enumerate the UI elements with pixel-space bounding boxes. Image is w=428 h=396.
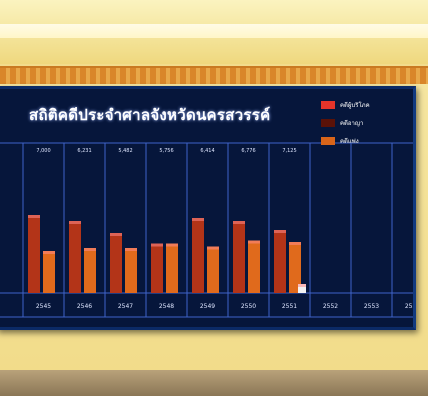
decorative-wall-trim <box>0 66 428 86</box>
bar-highlight-2546-series-0 <box>69 221 81 224</box>
bar-2550-series-1 <box>248 240 260 293</box>
bar-2551-series-2 <box>298 284 306 293</box>
legend-label-criminal: คดีอาญา <box>340 120 364 127</box>
bar-highlight-2548-series-1 <box>166 243 178 247</box>
top-label-2547: 5,482 <box>118 148 132 154</box>
year-label-2548: 2548 <box>159 303 174 310</box>
bar-highlight-2549-series-1 <box>207 246 219 250</box>
year-label-2550: 2550 <box>241 303 256 310</box>
bar-highlight-2546-series-1 <box>84 248 96 251</box>
bar-highlight-2549-series-0 <box>192 218 204 221</box>
bar-highlight-2550-series-0 <box>233 221 245 224</box>
bar-2546-series-0 <box>69 221 81 293</box>
year-label-2553: 2553 <box>364 303 379 310</box>
bar-highlight-2551-series-0 <box>274 230 286 233</box>
bar-2546-series-1 <box>84 248 96 293</box>
year-label-2554: 2554 <box>405 303 413 310</box>
legend-label-civil: คดีแพ่ง <box>340 138 359 145</box>
bar-2551-series-1 <box>289 242 301 293</box>
top-label-2545: 7,000 <box>36 148 50 154</box>
legend-swatch-civil <box>321 137 335 145</box>
bar-highlight-2547-series-1 <box>125 248 137 251</box>
statistics-board: 2545 7,000 2546 6,231 2547 5,482 2548 5,756 2549… <box>0 86 416 330</box>
legend-item-criminal: คดีอาญา <box>321 115 370 131</box>
year-label-2551: 2551 <box>282 303 297 310</box>
bar-2548-series-1 <box>166 243 178 293</box>
bar-2550-series-0 <box>233 221 245 293</box>
bar-highlight-2551-series-2 <box>298 284 306 287</box>
bar-highlight-2547-series-0 <box>110 233 122 236</box>
bar-2547-series-0 <box>110 233 122 293</box>
bar-2547-series-1 <box>125 248 137 293</box>
bar-2549-series-0 <box>192 218 204 293</box>
bar-highlight-2545-series-1 <box>43 251 55 254</box>
top-label-2549: 6,414 <box>200 148 214 154</box>
legend-item-civil: คดีแพ่ง <box>321 133 370 149</box>
floor <box>0 370 428 396</box>
year-label-2549: 2549 <box>200 303 215 310</box>
bar-2549-series-1 <box>207 246 219 293</box>
top-label-2550: 6,776 <box>241 148 255 154</box>
bar-2548-series-0 <box>151 243 163 293</box>
bar-2545-series-0 <box>28 215 40 293</box>
legend-label-consumer: คดีผู้บริโภค <box>340 102 370 109</box>
bar-highlight-2551-series-1 <box>289 242 301 245</box>
year-label-2547: 2547 <box>118 303 133 310</box>
ceiling-light-strip <box>0 24 428 38</box>
year-label-2552: 2552 <box>323 303 338 310</box>
bar-2551-series-0 <box>274 230 286 293</box>
legend-swatch-consumer <box>321 101 335 109</box>
bar-highlight-2545-series-0 <box>28 215 40 218</box>
legend-swatch-criminal <box>321 119 335 127</box>
year-label-2545: 2545 <box>36 303 51 310</box>
top-label-2551: 7,125 <box>282 148 296 154</box>
top-label-2548: 5,756 <box>159 148 173 154</box>
case-statistics-chart: 2545 7,000 2546 6,231 2547 5,482 2548 5,756 2549… <box>0 142 413 318</box>
legend-item-consumer: คดีผู้บริโภค <box>321 97 370 113</box>
bar-highlight-2548-series-0 <box>151 243 163 247</box>
year-label-2546: 2546 <box>77 303 92 310</box>
board-title: สถิติคดีประจำศาลจังหวัดนครสวรรค์ <box>29 106 271 124</box>
top-label-2546: 6,231 <box>77 148 91 154</box>
bar-2545-series-1 <box>43 251 55 293</box>
chart-legend: คดีผู้บริโภค คดีอาญา คดีแพ่ง <box>321 97 370 151</box>
bar-highlight-2550-series-1 <box>248 240 260 244</box>
